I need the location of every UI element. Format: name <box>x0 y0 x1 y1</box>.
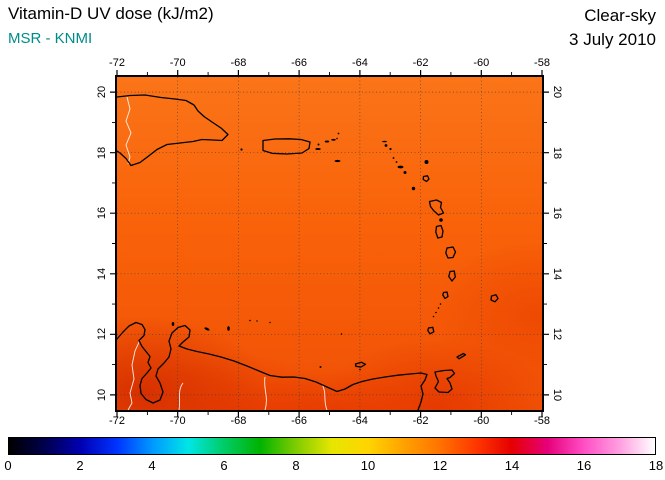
colorbar-tick-label: 2 <box>76 458 84 473</box>
lat-tick-label-right: 16 <box>551 206 563 220</box>
coast-barbados <box>490 294 499 303</box>
lon-tick-label-top: -62 <box>412 57 429 69</box>
lon-tick-label-top: -64 <box>351 57 368 69</box>
lat-tick-label-left: 20 <box>96 85 108 99</box>
lon-tick-label-top: -68 <box>230 57 247 69</box>
lat-tick-label-right: 12 <box>551 327 563 341</box>
lon-tick-label-bottom: -60 <box>473 415 490 427</box>
colorbar-tick-label: 10 <box>360 458 376 473</box>
date-label: 3 July 2010 <box>569 30 656 49</box>
coast-st-lucia <box>448 270 456 282</box>
condition-label: Clear-sky <box>584 6 656 25</box>
lat-tick-label-left: 14 <box>96 267 108 281</box>
lon-tick-label-top: -66 <box>291 57 308 69</box>
graticule <box>117 77 542 410</box>
map-plot: -72 -70 -68 -66 -64 -62 -60 -58 -72 -70 … <box>96 57 563 427</box>
lon-tick-label-bottom: -70 <box>169 415 186 427</box>
lat-tick-label-right: 18 <box>551 146 563 160</box>
lon-tick-label-top: -70 <box>169 57 186 69</box>
country-borders <box>125 96 328 411</box>
colorbar-gradient <box>8 437 656 455</box>
coast-antigua <box>422 175 430 183</box>
colorbar-tick-label: 6 <box>220 458 228 473</box>
map-canvas <box>110 70 549 417</box>
coast-south-america <box>116 321 428 411</box>
coast-dominica <box>435 224 444 239</box>
source-label: MSR - KNMI <box>8 30 93 47</box>
colorbar-tick-label: 16 <box>576 458 592 473</box>
coast-grenada <box>427 326 435 335</box>
colorbar-tick-label: 4 <box>148 458 156 473</box>
coast-tobago <box>456 352 467 360</box>
coast-guadeloupe <box>428 199 445 216</box>
colorbar-tick-label: 12 <box>432 458 448 473</box>
lon-tick-label-top: -72 <box>109 57 125 69</box>
lat-tick-label-right: 14 <box>551 267 563 281</box>
colorbar-tick-label: 8 <box>292 458 300 473</box>
lon-tick-label-top: -60 <box>473 57 490 69</box>
lon-tick-label-bottom: -72 <box>109 415 125 427</box>
lon-tick-label-bottom: -68 <box>230 415 247 427</box>
lat-tick-label-left: 18 <box>96 146 108 160</box>
coast-trinidad <box>434 369 456 394</box>
coast-martinique <box>445 246 457 259</box>
lat-tick-label-right: 10 <box>551 388 563 402</box>
colorbar-tick-label: 18 <box>648 458 664 473</box>
axis-ticks <box>110 70 549 417</box>
lon-tick-label-bottom: -58 <box>534 415 550 427</box>
coast-margarita <box>354 361 367 368</box>
lon-tick-label-bottom: -62 <box>412 415 429 427</box>
lon-tick-label-bottom: -64 <box>351 415 368 427</box>
lat-tick-label-right: 20 <box>551 85 563 99</box>
lat-tick-label-left: 10 <box>96 388 108 402</box>
coast-hispaniola <box>116 94 229 167</box>
map-fill <box>117 77 542 410</box>
coast-st-vincent <box>442 291 449 300</box>
lat-tick-label-left: 12 <box>96 327 108 341</box>
page-title: Vitamin-D UV dose (kJ/m2) <box>8 4 214 23</box>
small-islands <box>171 132 443 371</box>
header-right: Clear-sky 3 July 2010 <box>569 4 656 52</box>
coast-puerto-rico <box>262 138 311 155</box>
lon-tick-label-top: -58 <box>534 57 550 69</box>
colorbar-tick-label: 14 <box>504 458 520 473</box>
lon-tick-label-bottom: -66 <box>291 415 308 427</box>
colorbar-labels: 0 2 4 6 8 10 12 14 16 18 <box>4 458 663 474</box>
coastlines <box>116 94 499 411</box>
colorbar-tick-label: 0 <box>4 458 12 473</box>
lat-tick-label-left: 16 <box>96 206 108 220</box>
